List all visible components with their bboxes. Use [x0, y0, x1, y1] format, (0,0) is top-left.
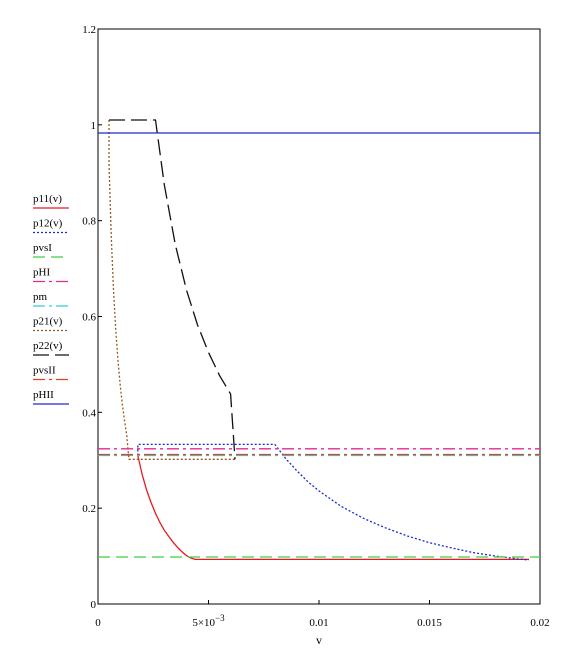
legend: p11(v) p12(v) pvsI pHI pm p21(v) p22(v) pvsII pH… — [33, 193, 69, 405]
x-tick-label: 0.02 — [530, 617, 549, 629]
x-tick-label: 0.01 — [309, 617, 328, 629]
legend-label: pvsI — [33, 242, 52, 254]
series-line-p12-v — [137, 443, 530, 561]
legend-label: p12(v) — [33, 218, 63, 230]
plot-area-border — [97, 28, 541, 605]
y-tick-label: 0 — [91, 599, 97, 611]
legend-label: pHI — [33, 267, 50, 279]
y-tick-label: 1 — [91, 120, 97, 132]
y-tick-label: 0.2 — [82, 503, 96, 515]
legend-label: pm — [33, 291, 48, 303]
tick-labels: 0 5×10−3 0.01 0.015 0.02 0 0.2 0.4 0.6 0.8 1 1.2 — [82, 24, 549, 629]
x-tick-label: 0 — [95, 617, 101, 629]
series-line-p22-v — [109, 119, 236, 460]
series-layer — [98, 119, 540, 561]
legend-label: p21(v) — [33, 316, 63, 328]
legend-label: pHII — [33, 389, 54, 401]
y-tick-label: 0.8 — [82, 216, 96, 228]
x-tick-label: 5×10−3 — [192, 613, 225, 629]
x-tick-label: 0.015 — [417, 617, 442, 629]
y-tick-label: 1.2 — [82, 24, 96, 36]
y-tick-label: 0.6 — [82, 312, 96, 324]
y-tick-label: 0.4 — [82, 407, 96, 419]
legend-label: p11(v) — [33, 193, 62, 205]
series-line-p21-v — [108, 120, 235, 460]
legend-label: pvsII — [33, 365, 56, 377]
plot-frame — [97, 28, 541, 605]
series-line-p11-v — [137, 455, 529, 561]
x-axis-label: v — [316, 633, 322, 647]
legend-label: p22(v) — [33, 340, 63, 352]
